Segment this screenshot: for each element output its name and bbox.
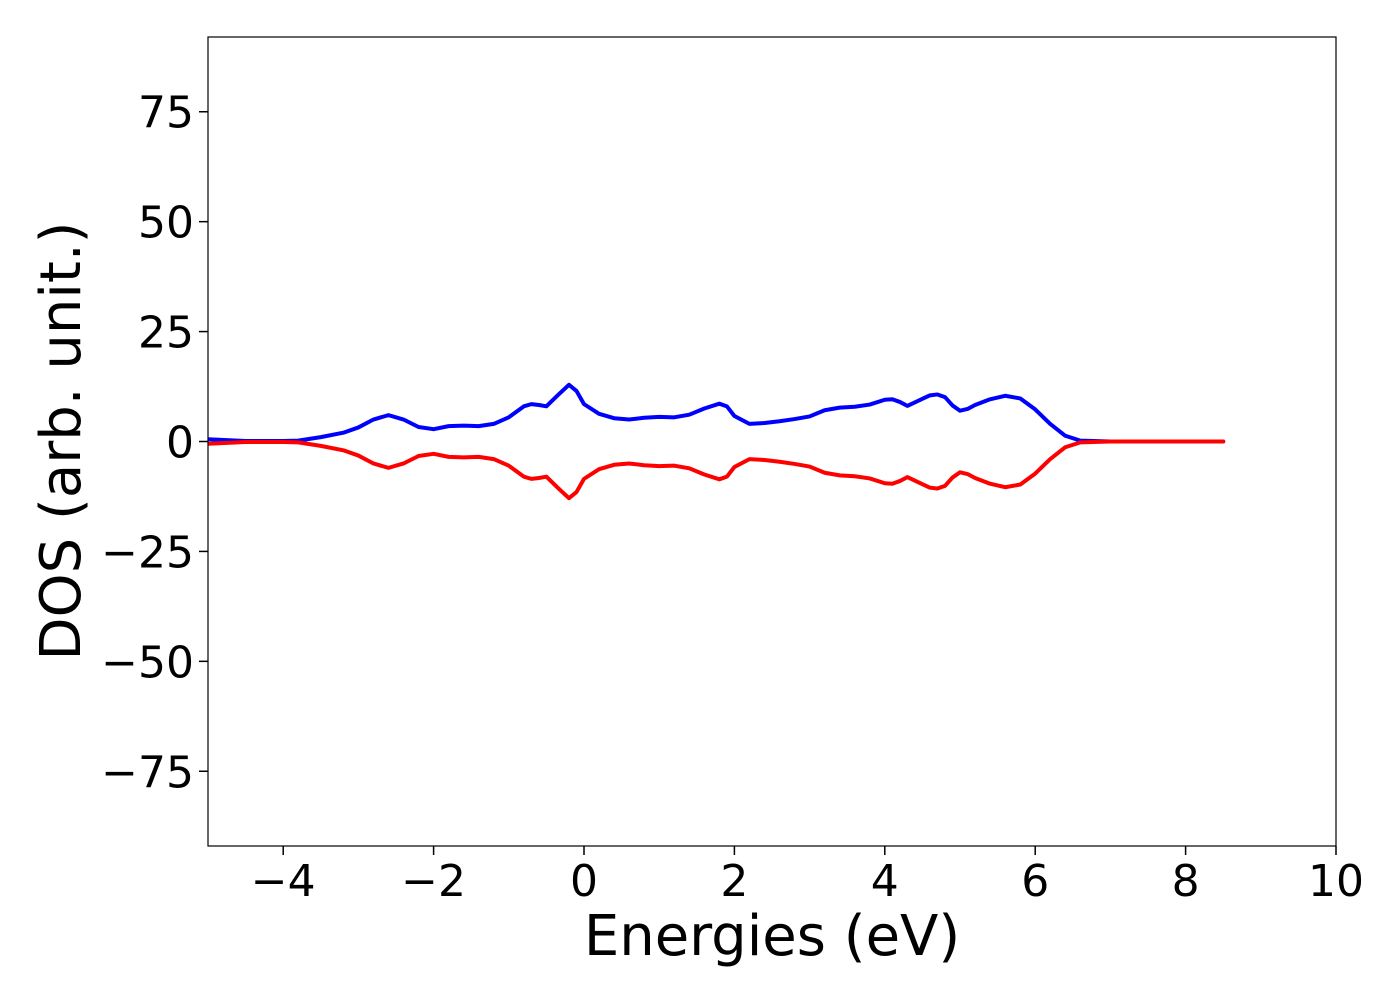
x-tick-label: 8 bbox=[1172, 856, 1200, 907]
x-axis-ticks: −4 −2 0 2 4 6 8 10 bbox=[251, 846, 1364, 907]
y-tick-label: 0 bbox=[166, 418, 194, 469]
x-tick-label: −2 bbox=[401, 856, 466, 907]
series-layer bbox=[208, 382, 1226, 501]
series-line-1 bbox=[208, 439, 1226, 501]
x-tick-label: 6 bbox=[1021, 856, 1049, 907]
y-tick-label: 75 bbox=[138, 88, 194, 139]
x-tick-label: −4 bbox=[251, 856, 316, 907]
series-line-0 bbox=[208, 382, 1226, 444]
x-tick-label: 10 bbox=[1308, 856, 1364, 907]
y-tick-label: 50 bbox=[138, 198, 194, 249]
y-axis-title: DOS (arb. unit.) bbox=[29, 221, 94, 660]
x-tick-label: 0 bbox=[570, 856, 598, 907]
y-tick-label: −25 bbox=[101, 527, 194, 578]
y-tick-label: −75 bbox=[101, 747, 194, 798]
x-axis-title: Energies (eV) bbox=[584, 904, 960, 969]
x-tick-label: 4 bbox=[871, 856, 899, 907]
y-axis-ticks: 75 50 25 0 −25 −50 −75 bbox=[101, 88, 208, 798]
y-tick-label: −50 bbox=[101, 637, 194, 688]
x-tick-label: 2 bbox=[720, 856, 748, 907]
y-tick-label: 25 bbox=[138, 308, 194, 359]
